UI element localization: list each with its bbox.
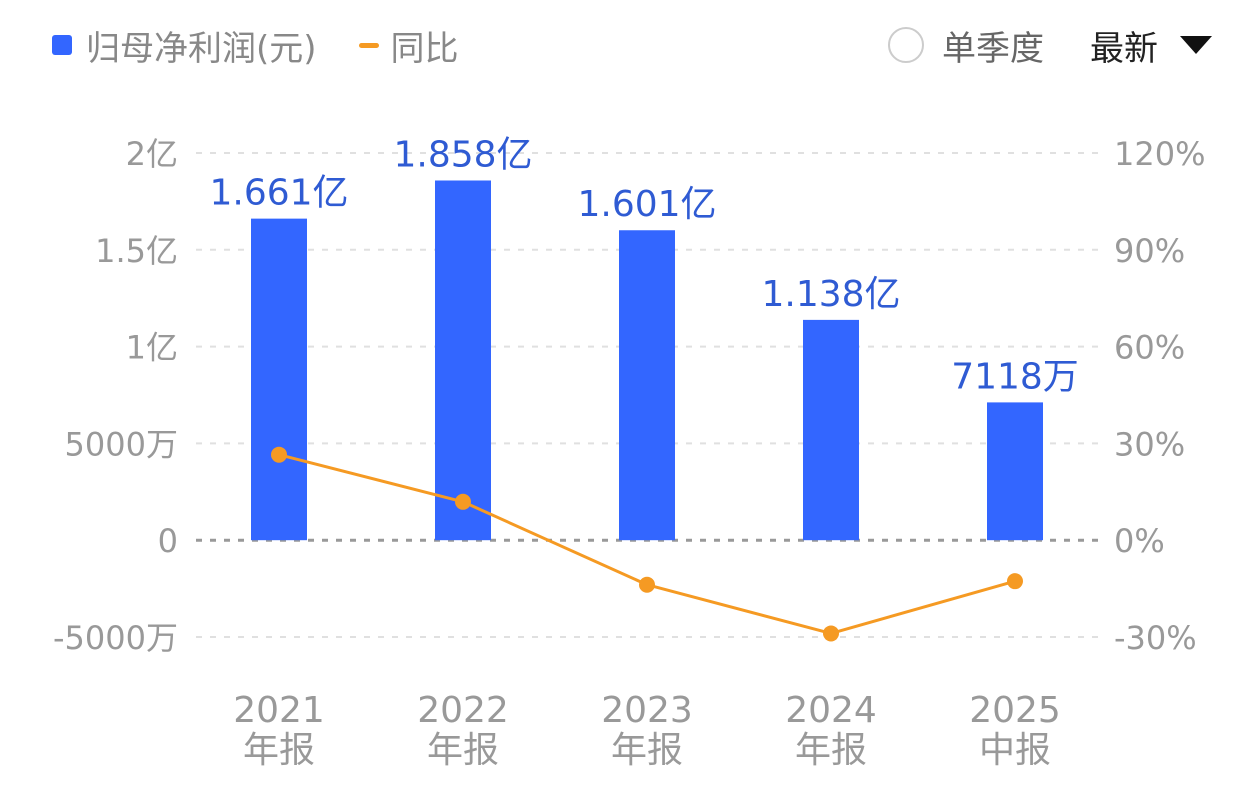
y-left-tick-label: 0 [158,522,178,560]
x-tick-label: 2024 年报 [785,690,877,771]
x-tick-label-line: 年报 [795,730,867,771]
quarter-radio[interactable] [888,27,924,63]
bar [987,402,1043,541]
yoy-point [639,576,655,593]
x-tick-label-line: 中报 [979,730,1051,771]
y-left-tick-label: 1亿 [126,329,178,367]
x-tick-label-line: 2023 [601,690,693,731]
bar-value-label: 1.661亿 [209,173,348,214]
yoy-point [271,446,287,463]
x-tick-label: 2025 中报 [969,690,1061,771]
bar-value-label: 1.138亿 [761,274,900,315]
y-left-tick-label: 2亿 [126,135,178,173]
y-right-tick-label: 60% [1114,329,1185,367]
x-tick-label-line: 2021 [233,690,325,731]
x-tick-label-line: 2022 [417,690,509,731]
bar-swatch-icon [52,35,72,55]
y-right-tick-label: 120% [1114,135,1205,173]
y-left-tick-label: 1.5亿 [95,232,178,270]
bar-value-label: 1.601亿 [577,184,716,225]
caret-down-icon[interactable] [1180,36,1212,54]
x-tick-label-line: 2025 [969,690,1061,731]
yoy-point [823,625,839,642]
quarter-label[interactable]: 单季度 [942,28,1044,69]
legend-item-net-profit[interactable]: 归母净利润(元) [52,21,317,70]
x-tick-label-line: 年报 [427,730,499,771]
x-tick-label-line: 年报 [243,730,315,771]
yoy-point [455,493,471,510]
bar [803,319,859,541]
yoy-point [1007,573,1023,590]
chart-controls: 单季度 最新 [888,20,1212,70]
legend-item-yoy[interactable]: 同比 [358,21,459,70]
legend-label-net-profit: 归母净利润(元) [86,28,317,69]
bar [619,230,675,541]
bar [251,218,307,541]
y-left-tick-label: 5000万 [65,425,178,463]
y-right-tick-label: 0% [1114,522,1165,560]
y-right-tick-label: 30% [1114,425,1185,463]
x-tick-label: 2021 年报 [233,690,325,771]
x-tick-label-line: 2024 [785,690,877,731]
legend: 归母净利润(元) 同比 [52,20,501,70]
y-right-tick-label: -30% [1114,619,1197,657]
period-dropdown-value[interactable]: 最新 [1090,28,1158,69]
period-dropdown[interactable]: 最新 [1090,21,1212,70]
bar-value-label: 1.858亿 [393,134,532,175]
y-right-tick-label: 90% [1114,232,1185,270]
bar-value-label: 7118万 [951,356,1079,397]
y-left-tick-label: -5000万 [53,619,178,657]
x-tick-label-line: 年报 [611,730,683,771]
x-tick-label: 2022 年报 [417,690,509,771]
legend-label-yoy: 同比 [390,28,459,69]
x-tick-label: 2023 年报 [601,690,693,771]
line-swatch-icon [358,42,379,48]
bar [435,180,491,541]
